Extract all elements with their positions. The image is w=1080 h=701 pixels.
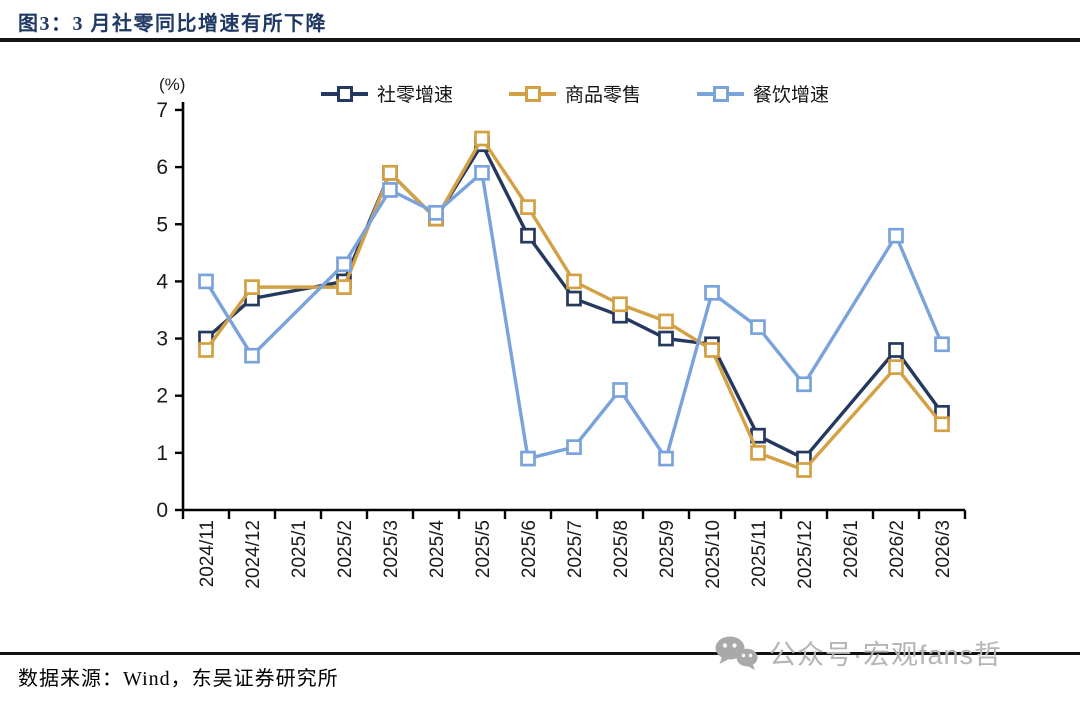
series-marker-2 [520,450,536,467]
series-marker-2 [796,376,812,393]
legend-label: 社零增速 [376,85,453,106]
legend-square-swatch [336,85,353,102]
y-tick-label: 5 [156,213,168,236]
x-tick-label: 2025/2 [335,520,356,578]
legend-marker [697,85,744,102]
x-tick-label: 2024/12 [243,520,264,589]
y-axis-unit-label: (%) [159,75,186,94]
series-marker-2 [658,450,674,467]
y-tick-label: 7 [156,99,168,122]
legend-label: 商品零售 [564,85,641,106]
x-tick-label: 2025/9 [657,520,678,578]
series-marker-2 [888,227,904,244]
legend-label: 餐饮增速 [753,85,830,106]
x-tick-label: 2025/5 [473,520,494,578]
series-marker-2 [382,182,398,198]
series-marker-2 [612,382,628,398]
x-tick-label: 2025/8 [611,520,632,578]
series-marker-1 [704,342,720,358]
series-line-2 [204,171,944,461]
x-tick-label: 2025/1 [289,520,310,578]
series-marker-0 [888,342,904,358]
series-marker-1 [612,296,628,313]
y-tick-label: 2 [156,385,168,408]
legend-item-0: 社零增速 [320,80,453,107]
wechat-icon [715,636,758,670]
series-marker-1 [888,359,904,375]
series-marker-1 [566,273,582,290]
watermark-text: 公众号·宏观fans哲 [769,640,1003,670]
series-marker-1 [750,445,766,461]
series-marker-2 [198,273,214,290]
legend-item-2: 餐饮增速 [697,80,829,107]
series-marker-1 [198,342,214,358]
y-tick-label: 0 [156,499,168,522]
legend: 社零增速 商品零售 餐饮增速 [185,80,965,107]
series-marker-1 [934,416,950,433]
series-marker-2 [934,336,950,353]
x-tick-label: 2025/10 [703,520,724,589]
series-marker-2 [704,284,720,301]
series-marker-1 [520,199,536,215]
chart-title: 图3：3 月社零同比增速有所下降 [18,13,327,35]
series-marker-1 [658,313,674,330]
series-marker-1 [336,279,352,295]
series-marker-0 [658,330,674,347]
series-marker-2 [244,347,260,364]
x-tick-label: 2024/11 [197,520,218,587]
x-tick-label: 2025/4 [427,520,448,579]
y-tick-label: 1 [156,442,168,465]
x-tick-label: 2025/6 [519,520,540,578]
series-marker-2 [750,319,766,335]
series-marker-2 [428,204,444,221]
x-tick-label: 2025/7 [565,520,586,578]
x-tick-label: 2025/12 [795,520,816,589]
series-marker-2 [566,439,582,455]
y-tick-label: 3 [156,328,168,351]
title-divider [0,38,1080,42]
legend-item-1: 商品零售 [508,80,641,107]
x-tick-label: 2026/1 [841,520,862,578]
legend-square-swatch [713,85,729,102]
x-tick-label: 2026/2 [887,520,908,578]
series-marker-2 [336,256,352,273]
series-marker-0 [566,290,582,307]
series-marker-1 [244,279,260,295]
series-marker-1 [796,462,812,478]
series-marker-1 [382,164,398,181]
watermark: 公众号·宏观fans哲 [714,633,1002,672]
legend-square-swatch [524,85,541,102]
x-tick-label: 2026/3 [933,520,954,578]
y-tick-label: 6 [156,156,168,179]
legend-marker [508,85,556,102]
x-tick-label: 2025/11 [749,520,770,587]
footer-divider [0,652,1080,655]
legend-marker [320,85,368,102]
x-tick-label: 2025/3 [381,520,402,578]
series-marker-2 [474,164,490,181]
line-chart: 0 1 2 3 4 5 6 7 2024/11 2024/12 2025/1 2025/2 2025/3… [156,99,967,589]
series-marker-0 [520,227,536,244]
data-source: 数据来源：Wind，东吴证券研究所 [18,668,339,690]
y-tick-label: 4 [156,270,168,293]
series-marker-1 [474,130,490,147]
